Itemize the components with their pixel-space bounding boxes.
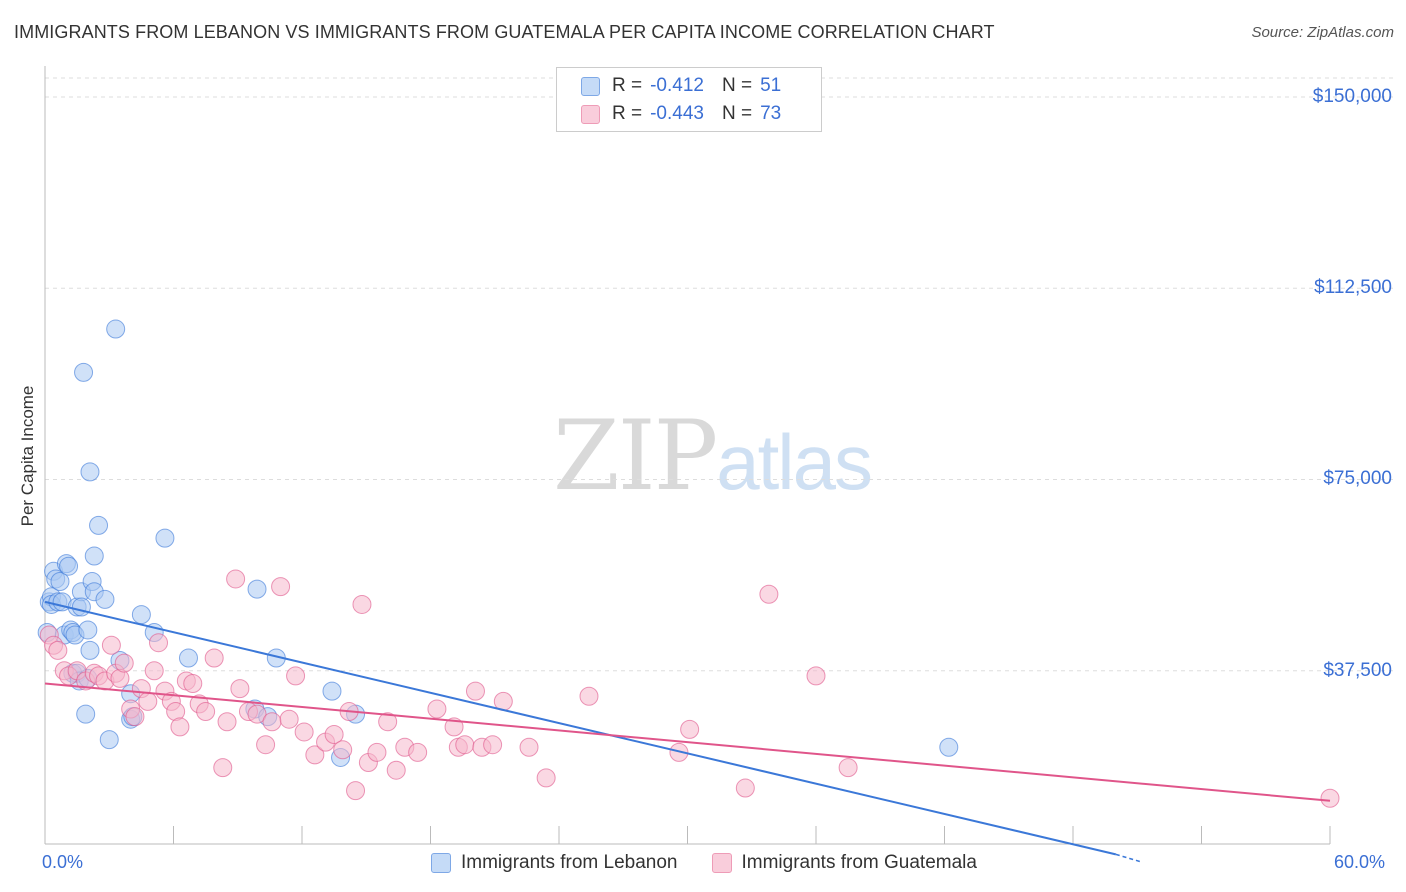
chart-title: IMMIGRANTS FROM LEBANON VS IMMIGRANTS FR…	[14, 22, 995, 42]
point-guatemala-39	[286, 666, 306, 686]
legend-n-value: 73	[760, 103, 782, 124]
point-guatemala-17	[138, 691, 158, 711]
point-guatemala-19	[149, 633, 169, 653]
point-guatemala-60	[483, 735, 503, 755]
point-guatemala-2	[48, 640, 68, 660]
watermark-zip: ZIP	[553, 400, 718, 512]
legend-n-value: 51	[760, 75, 782, 96]
point-guatemala-30	[217, 712, 237, 732]
point-lebanon-25	[80, 462, 100, 482]
point-guatemala-62	[519, 737, 539, 757]
point-lebanon-21	[74, 362, 94, 382]
point-lebanon-33	[106, 319, 126, 339]
legend-r-label: R =	[612, 103, 643, 124]
point-lebanon-28	[84, 546, 104, 566]
point-guatemala-13	[114, 653, 134, 673]
point-guatemala-47	[352, 594, 372, 614]
correlation-legend: R = -0.412 N = 51 R = -0.443 N = 73	[556, 67, 822, 132]
point-lebanon-46	[322, 681, 342, 701]
watermark-atlas: atlas	[716, 418, 873, 506]
point-guatemala-32	[230, 679, 250, 699]
point-lebanon-26	[80, 640, 100, 660]
point-guatemala-10	[101, 635, 121, 655]
point-lebanon-7	[50, 572, 70, 591]
legend-swatch-lebanon	[581, 76, 600, 96]
point-guatemala-57	[455, 735, 475, 755]
trendline-lebanon	[44, 600, 1117, 856]
point-guatemala-29	[213, 758, 233, 778]
legend-swatch-guatemala	[711, 853, 732, 873]
point-guatemala-50	[378, 712, 398, 732]
legend-item-guatemala[interactable]: Immigrants from Guatemala	[711, 852, 977, 874]
x-tick-label-min: 0.0%	[42, 852, 84, 872]
point-lebanon-31	[95, 589, 115, 609]
legend-row-lebanon: R = -0.412 N = 51	[581, 74, 781, 98]
point-guatemala-23	[170, 717, 190, 737]
point-guatemala-55	[444, 717, 464, 737]
legend-label-lebanon: Immigrants from Lebanon	[461, 852, 678, 873]
point-guatemala-31	[226, 569, 246, 589]
trendline-lebanon-extension	[1115, 853, 1142, 863]
point-guatemala-46	[346, 781, 366, 801]
legend-swatch-guatemala	[581, 104, 600, 124]
point-guatemala-36	[262, 712, 282, 732]
point-guatemala-28	[204, 648, 224, 668]
point-guatemala-49	[367, 742, 387, 762]
x-tick-label-max: 60.0%	[1334, 852, 1386, 872]
point-guatemala-38	[279, 709, 299, 729]
point-guatemala-66	[680, 719, 700, 739]
legend-row-guatemala: R = -0.443 N = 73	[581, 102, 781, 126]
point-lebanon-41	[178, 648, 198, 668]
source-label: Source: ZipAtlas.com	[1251, 24, 1394, 41]
trendline-guatemala	[44, 682, 1331, 802]
point-guatemala-69	[806, 666, 826, 686]
legend-r-value: -0.443	[650, 103, 704, 124]
point-guatemala-25	[183, 674, 203, 693]
point-guatemala-34	[247, 704, 267, 724]
point-guatemala-63	[536, 768, 556, 788]
point-lebanon-20	[71, 597, 91, 617]
point-guatemala-43	[324, 725, 344, 744]
point-guatemala-51	[386, 760, 406, 780]
point-guatemala-53	[408, 742, 428, 762]
point-guatemala-70	[838, 758, 858, 778]
y-tick-label-150000: $150,000	[1312, 86, 1392, 107]
point-lebanon-30	[89, 515, 109, 535]
point-guatemala-18	[144, 661, 164, 681]
point-guatemala-67	[735, 778, 755, 798]
point-lebanon-38	[131, 605, 151, 625]
point-guatemala-58	[465, 681, 485, 701]
y-tick-label-37500: $37,500	[1323, 660, 1392, 681]
point-guatemala-68	[759, 584, 779, 604]
point-guatemala-54	[427, 699, 447, 719]
point-lebanon-43	[247, 579, 267, 599]
point-guatemala-35	[256, 735, 276, 755]
point-lebanon-40	[155, 528, 175, 548]
point-guatemala-40	[294, 722, 314, 742]
legend-label-guatemala: Immigrants from Guatemala	[741, 852, 977, 873]
watermark: ZIPatlas	[553, 400, 873, 512]
point-guatemala-64	[579, 686, 599, 706]
point-guatemala-44	[333, 740, 353, 760]
y-tick-label-112500: $112,500	[1314, 277, 1392, 298]
legend-n-label: N =	[721, 103, 753, 124]
series-legend: Immigrants from Lebanon Immigrants from …	[431, 852, 1011, 874]
point-guatemala-71	[1320, 788, 1340, 808]
legend-r-label: R =	[612, 75, 643, 96]
legend-r-value: -0.412	[650, 75, 704, 96]
legend-swatch-lebanon	[431, 853, 451, 873]
point-lebanon-22	[76, 704, 96, 724]
point-guatemala-37	[271, 577, 291, 597]
legend-item-lebanon[interactable]: Immigrants from Lebanon	[431, 852, 678, 874]
point-lebanon-24	[78, 620, 98, 640]
point-lebanon-11	[59, 556, 79, 576]
point-lebanon-49	[939, 737, 959, 757]
point-guatemala-27	[196, 702, 216, 722]
y-tick-label-75000: $75,000	[1323, 468, 1392, 489]
point-guatemala-15	[125, 707, 145, 727]
point-lebanon-32	[99, 730, 119, 750]
legend-n-label: N =	[721, 75, 753, 96]
point-guatemala-41	[305, 745, 325, 765]
